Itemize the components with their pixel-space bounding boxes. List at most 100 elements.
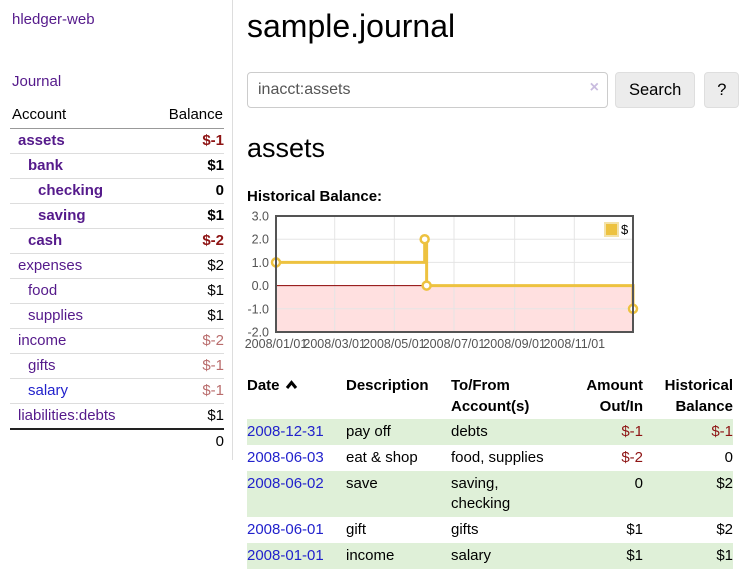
register-table: Date Description To/From Account(s) Amou… — [247, 373, 733, 570]
account-row: bank $1 — [10, 153, 224, 179]
sidebar-item-journal[interactable]: Journal — [12, 73, 62, 90]
sidebar-account-saving[interactable]: saving — [38, 207, 86, 224]
register-date-link[interactable]: 2008-06-01 — [247, 521, 324, 539]
x-tick-label: 2008/09/01 — [483, 337, 546, 351]
plot-border — [275, 215, 634, 334]
y-tick-label: 1.0 — [252, 256, 269, 270]
register-balance: $2 — [716, 521, 733, 539]
y-tick-label: 2.0 — [252, 233, 269, 247]
account-row: assets $-1 — [10, 129, 224, 154]
register-balance: $2 — [716, 475, 733, 493]
sidebar-account-checking[interactable]: checking — [38, 182, 104, 199]
main-content: sample.journal × Search ? assets Histori… — [233, 0, 742, 570]
register-row: 2008-06-02 save saving, checking 0 $2 — [247, 471, 733, 518]
x-tick-label: 2008/07/01 — [423, 337, 486, 351]
sidebar-account-salary[interactable]: salary — [28, 382, 69, 399]
brand-link[interactable]: hledger-web — [12, 11, 95, 28]
sort-ascending-icon — [285, 375, 298, 396]
register-description: eat & shop — [346, 449, 418, 467]
chart-legend: $ — [604, 222, 629, 238]
register-accounts: salary — [451, 547, 492, 565]
account-balance: $1 — [148, 303, 224, 329]
register-description: pay off — [346, 423, 391, 441]
register-balance: $1 — [716, 547, 733, 565]
search-button[interactable]: Search — [615, 72, 696, 108]
sidebar-account-cash[interactable]: cash — [28, 232, 63, 249]
y-tick-label: -2.0 — [247, 326, 269, 340]
register-header-date[interactable]: Date — [247, 373, 346, 419]
x-tick-label: 2008/11/01 — [543, 337, 605, 351]
account-row: income $-2 — [10, 328, 224, 354]
historical-balance-chart: 3.0 2.0 1.0 0.0 -1.0 -2.0 2008/01/01 2008/03/01… — [244, 210, 714, 361]
account-balance: $1 — [148, 153, 224, 179]
register-date-link[interactable]: 2008-06-02 — [247, 475, 324, 493]
data-point — [421, 280, 432, 292]
sidebar-account-income[interactable]: income — [18, 332, 67, 349]
register-row: 2008-12-31 pay off debts $-1 $-1 — [247, 419, 733, 446]
register-date-link[interactable]: 2008-06-03 — [247, 449, 324, 467]
sidebar-account-gifts[interactable]: gifts — [28, 357, 56, 374]
register-header-accounts: To/From Account(s) — [451, 377, 530, 416]
register-amount: $1 — [626, 547, 643, 565]
account-balance: $1 — [148, 403, 224, 429]
help-button[interactable]: ? — [704, 72, 740, 108]
register-row: 2008-06-03 eat & shop food, supplies $-2… — [247, 445, 733, 471]
register-amount: $-1 — [621, 423, 643, 441]
chart-canvas: 3.0 2.0 1.0 0.0 -1.0 -2.02008/01/012008/03/01… — [245, 210, 639, 351]
search-input[interactable] — [247, 72, 608, 108]
sidebar-account-expenses[interactable]: expenses — [18, 257, 83, 274]
clear-search-icon[interactable]: × — [589, 79, 599, 96]
svg-text:$: $ — [621, 222, 629, 237]
register-accounts: debts — [451, 423, 488, 441]
account-balance: $-1 — [148, 353, 224, 379]
sidebar-account-bank[interactable]: bank — [28, 157, 64, 174]
sidebar-account-liabilities-debts[interactable]: liabilities:debts — [18, 407, 116, 424]
accounts-total-balance: 0 — [148, 428, 224, 454]
account-heading: assets — [247, 133, 326, 163]
sidebar-account-supplies[interactable]: supplies — [28, 307, 84, 324]
x-tick-label: 2008/03/01 — [303, 337, 366, 351]
account-balance: $1 — [148, 278, 224, 304]
register-amount: $-2 — [621, 449, 643, 467]
register-date-link[interactable]: 2008-12-31 — [247, 423, 324, 441]
account-balance: $2 — [148, 253, 224, 279]
register-description: save — [346, 475, 378, 493]
account-row: expenses $2 — [10, 253, 224, 279]
register-row: 2008-01-01 income salary $1 $1 — [247, 543, 733, 570]
account-row: saving $1 — [10, 203, 224, 229]
account-balance: $-2 — [148, 228, 224, 254]
account-balance: $-1 — [148, 378, 224, 404]
sidebar: hledger-web Journal Account Balance asse… — [0, 0, 233, 460]
account-row: checking 0 — [10, 178, 224, 204]
search-form: × Search ? — [247, 72, 740, 108]
x-tick-label: 2008/05/01 — [363, 337, 426, 351]
account-row: salary $-1 — [10, 378, 224, 404]
register-amount: 0 — [634, 475, 643, 493]
accounts-header-balance: Balance — [148, 102, 224, 129]
account-balance: $-1 — [202, 132, 224, 149]
y-tick-label: 0.0 — [252, 279, 269, 293]
y-tick-label: 3.0 — [252, 211, 269, 224]
register-row: 2008-06-01 gift gifts $1 $2 — [247, 517, 733, 543]
accounts-total-row: 0 — [10, 428, 224, 454]
account-balance: $-2 — [148, 328, 224, 354]
register-header-description: Description — [346, 377, 429, 395]
y-tick-label: -1.0 — [247, 303, 269, 317]
register-amount: $1 — [626, 521, 643, 539]
chart-title: Historical Balance: — [247, 188, 383, 206]
register-balance: 0 — [724, 449, 733, 467]
register-header-amount: Amount Out/In — [586, 377, 643, 416]
account-row: liabilities:debts $1 — [10, 403, 224, 429]
register-accounts: saving, checking — [451, 475, 511, 513]
account-row: supplies $1 — [10, 303, 224, 329]
register-date-link[interactable]: 2008-01-01 — [247, 547, 324, 565]
date-header-label: Date — [247, 377, 280, 395]
page-title: sample.journal — [247, 8, 456, 44]
accounts-table: Account Balance assets $-1 bank $1 check… — [10, 102, 224, 454]
sidebar-account-food[interactable]: food — [28, 282, 58, 299]
register-balance: $-1 — [711, 423, 733, 441]
sidebar-account-assets[interactable]: assets — [18, 132, 65, 149]
register-description: income — [346, 547, 395, 565]
page: hledger-web Journal Account Balance asse… — [0, 0, 742, 570]
account-balance: $1 — [148, 203, 224, 229]
